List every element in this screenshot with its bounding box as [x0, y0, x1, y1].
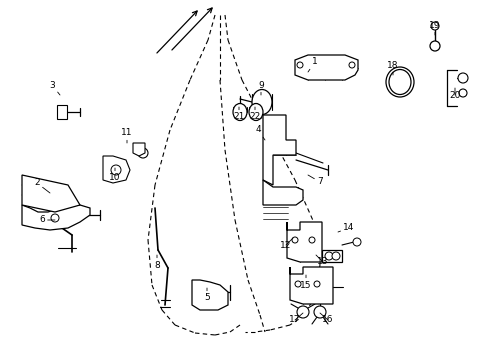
Circle shape	[291, 237, 297, 243]
Text: 19: 19	[428, 21, 440, 35]
Ellipse shape	[248, 104, 263, 121]
Text: 8: 8	[154, 255, 160, 270]
Circle shape	[313, 306, 325, 318]
Text: 13: 13	[315, 255, 328, 266]
Polygon shape	[263, 115, 295, 185]
Circle shape	[352, 238, 360, 246]
Ellipse shape	[251, 90, 271, 114]
Circle shape	[313, 281, 319, 287]
Polygon shape	[133, 143, 145, 156]
Polygon shape	[22, 205, 90, 230]
Circle shape	[308, 237, 314, 243]
Circle shape	[294, 281, 301, 287]
Text: 5: 5	[203, 288, 209, 302]
Polygon shape	[289, 267, 332, 304]
Circle shape	[51, 214, 59, 222]
Ellipse shape	[232, 104, 246, 121]
Text: 21: 21	[233, 107, 244, 121]
Polygon shape	[294, 55, 357, 80]
Text: 16: 16	[319, 313, 333, 324]
Text: 7: 7	[307, 175, 322, 186]
Text: 15: 15	[300, 275, 311, 289]
Circle shape	[138, 148, 148, 158]
Circle shape	[429, 41, 439, 51]
Text: 22: 22	[249, 107, 260, 121]
Text: 18: 18	[386, 60, 398, 75]
Circle shape	[457, 73, 467, 83]
Polygon shape	[192, 280, 227, 310]
Ellipse shape	[388, 69, 410, 94]
Text: 11: 11	[121, 129, 132, 143]
Text: 6: 6	[39, 216, 55, 225]
Polygon shape	[286, 222, 321, 262]
Circle shape	[331, 252, 339, 260]
Text: 3: 3	[49, 81, 60, 95]
Circle shape	[458, 89, 466, 97]
Circle shape	[296, 62, 303, 68]
Polygon shape	[22, 175, 80, 212]
Text: 2: 2	[34, 179, 50, 193]
Text: 14: 14	[337, 224, 354, 233]
Text: 20: 20	[448, 88, 460, 99]
Circle shape	[348, 62, 354, 68]
Polygon shape	[321, 250, 341, 262]
Text: 10: 10	[109, 168, 121, 183]
Text: 9: 9	[258, 81, 264, 95]
Text: 1: 1	[307, 58, 317, 72]
Text: 12: 12	[280, 238, 292, 249]
Text: 4: 4	[255, 126, 264, 140]
Polygon shape	[263, 180, 303, 205]
Text: 17: 17	[289, 313, 303, 324]
Bar	[57, 105, 67, 119]
Circle shape	[430, 22, 438, 30]
Circle shape	[325, 252, 332, 260]
Circle shape	[111, 165, 121, 175]
Circle shape	[296, 306, 308, 318]
Polygon shape	[103, 156, 130, 183]
